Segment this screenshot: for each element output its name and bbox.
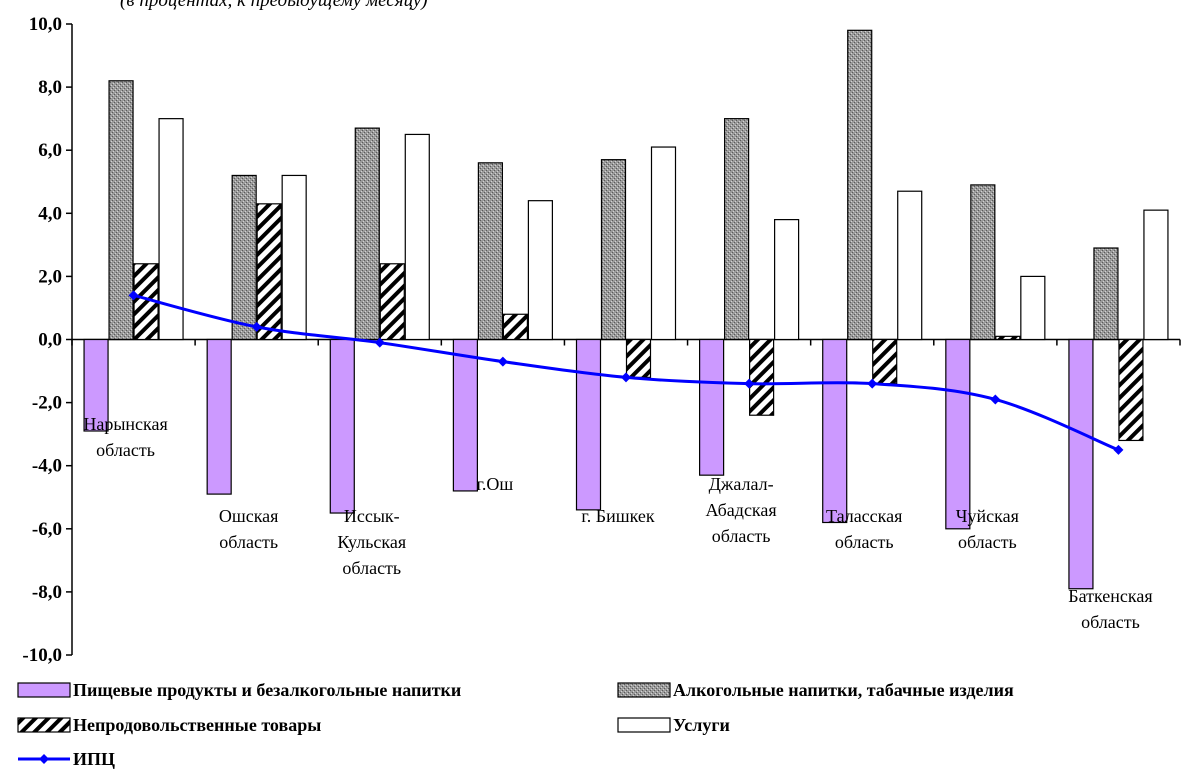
category-label: г.Ош (477, 474, 514, 494)
y-tick-label: 2,0 (38, 266, 62, 287)
bar-3-cat-6 (749, 338, 775, 416)
legend-label: ИПЦ (73, 749, 115, 769)
cpi-point-7 (867, 378, 878, 389)
bar-1-cat-8 (945, 338, 971, 530)
category-label: Баткенская область (1068, 586, 1152, 632)
y-tick-label: 8,0 (38, 77, 62, 98)
bar-3-cat-3 (379, 263, 405, 341)
y-tick-label: -6,0 (32, 519, 62, 540)
cpi-point-2 (251, 321, 262, 332)
y-tick-label: 10,0 (29, 14, 62, 35)
bar-1-cat-2 (206, 338, 232, 495)
legend-swatch (17, 717, 71, 733)
cpi-point-6 (744, 378, 755, 389)
bar-2-cat-6 (724, 118, 750, 341)
category-label: Нарынская область (83, 414, 167, 460)
bar-4-cat-4 (527, 200, 553, 341)
cpi-point-3 (374, 337, 385, 348)
category-label: Джалал-Абадская область (706, 474, 777, 546)
category-labels: Нарынская область Ошская область Иссык-Кульс… (83, 414, 1152, 632)
bar-4-cat-6 (774, 219, 800, 341)
legend-label: Непродовольственные товары (73, 715, 321, 735)
bar-4-cat-3 (404, 133, 430, 341)
cpi-point-4 (497, 356, 508, 367)
bar-1-cat-9 (1068, 338, 1094, 590)
bar-2-cat-3 (354, 127, 380, 341)
y-tick-label: 6,0 (38, 140, 62, 161)
legend-label: Услуги (673, 715, 730, 735)
bar-3-cat-4 (502, 313, 528, 341)
category-label: Иссык-Кульская область (337, 506, 406, 578)
bar-3-cat-5 (625, 338, 652, 378)
chart-header-fragment: (в процентах, к предыдущему месяцу) (120, 0, 428, 11)
bar-4-cat-2 (281, 174, 307, 341)
bar-4-cat-7 (897, 190, 923, 341)
bar-3-cat-7 (872, 338, 898, 385)
legend-swatch (617, 717, 671, 733)
bars (83, 29, 1169, 590)
bar-1-cat-6 (699, 338, 725, 476)
bar-2-cat-1 (108, 80, 134, 341)
y-tick-label: 0,0 (38, 330, 62, 351)
bar-1-cat-3 (329, 338, 355, 514)
bar-3-cat-9 (1118, 338, 1144, 442)
y-tick-label: -8,0 (32, 582, 62, 603)
bar-3-cat-8 (995, 335, 1021, 341)
legend-label: Пищевые продукты и безалкогольные напитк… (73, 680, 461, 700)
bar-1-cat-1 (83, 338, 109, 432)
bar-4-cat-8 (1020, 275, 1046, 341)
category-label: Ошская область (219, 506, 279, 552)
legend-swatch-marker (39, 754, 49, 764)
legend-label: Алкогольные напитки, табачные изделия (673, 680, 1014, 700)
bar-2-cat-8 (970, 184, 996, 341)
bar-2-cat-5 (600, 159, 627, 341)
cpi-point-1 (128, 290, 139, 301)
bar-1-cat-5 (575, 338, 602, 511)
bar-1-cat-4 (452, 338, 478, 492)
y-tick-label: -4,0 (32, 456, 62, 477)
bar-1-cat-7 (822, 338, 848, 524)
category-label: г. Бишкек (581, 506, 654, 526)
bar-2-cat-7 (847, 29, 873, 341)
cpi-point-5 (621, 372, 631, 383)
legend: Пищевые продукты и безалкогольные напитк… (17, 680, 1014, 769)
y-tick-label: -2,0 (32, 393, 62, 414)
cpi-line (128, 290, 1124, 455)
legend-swatch (17, 682, 71, 698)
bar-2-cat-9 (1093, 247, 1119, 341)
bar-4-cat-9 (1143, 209, 1169, 341)
cpi-point-8 (990, 394, 1001, 405)
category-label: Таласская область (826, 506, 902, 552)
legend-swatch (617, 682, 671, 698)
cpi-point-9 (1113, 444, 1124, 455)
category-label: Чуйская область (956, 506, 1019, 552)
bar-2-cat-4 (477, 162, 503, 341)
bar-3-cat-2 (256, 203, 282, 341)
bar-2-cat-2 (231, 174, 257, 341)
bar-4-cat-5 (650, 146, 677, 341)
y-tick-label: -10,0 (22, 645, 62, 666)
y-tick-label: 4,0 (38, 203, 62, 224)
